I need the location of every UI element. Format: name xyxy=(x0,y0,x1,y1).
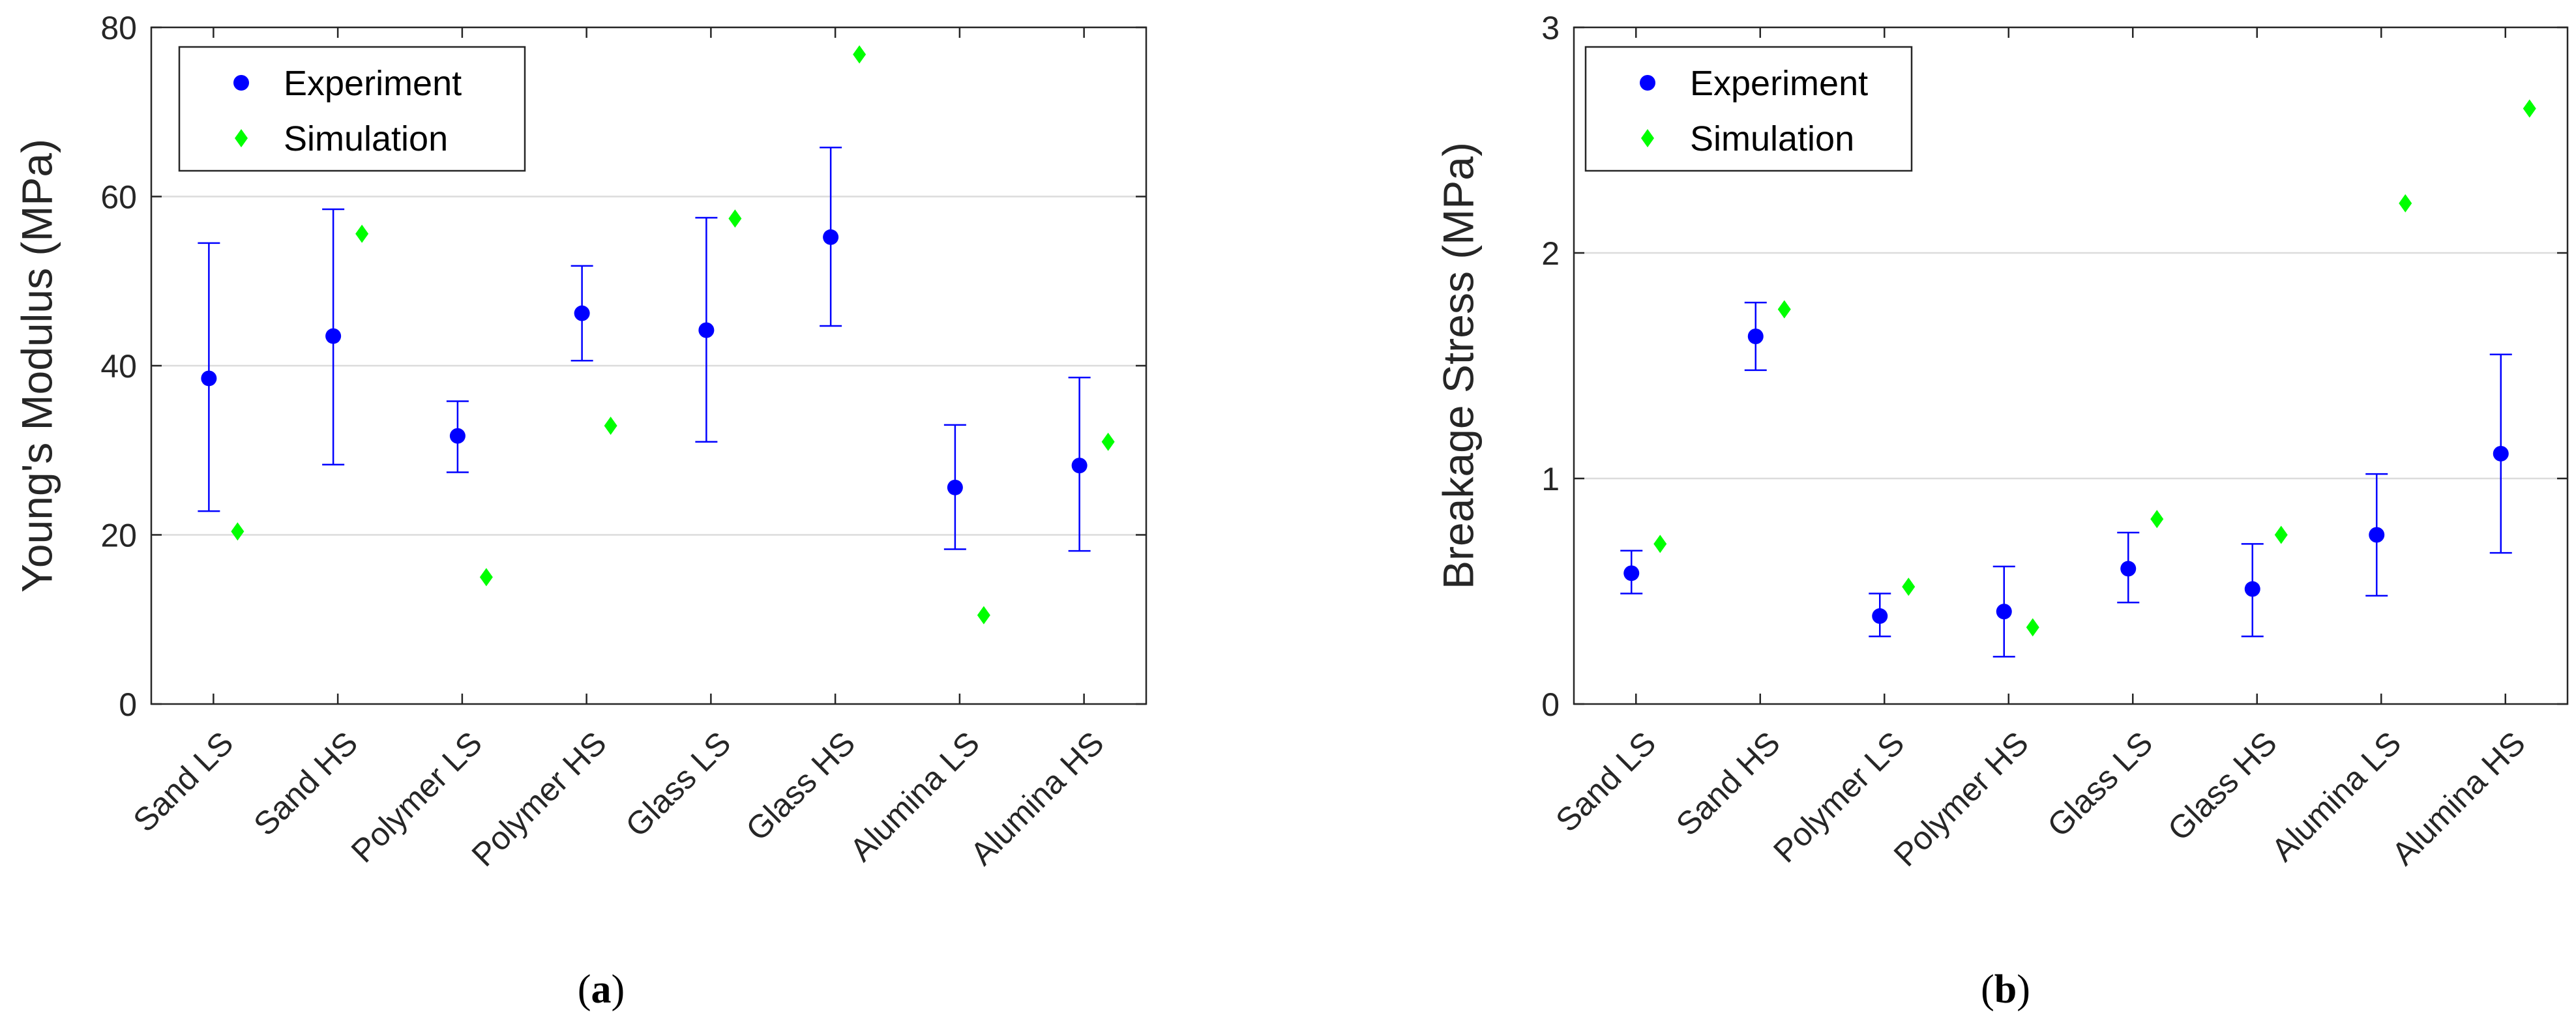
legend: Experiment Simulation xyxy=(178,46,526,172)
y-tick-label-0: 0 xyxy=(119,686,137,723)
simulation-point-glass-ls xyxy=(2150,510,2164,529)
simulation-point-sand-hs xyxy=(355,224,369,243)
simulation-point-polymer-hs xyxy=(2026,618,2039,637)
x-tick-label-glass-ls: Glass LS xyxy=(619,725,738,844)
x-tick-label-glass-ls: Glass LS xyxy=(2040,725,2159,844)
legend-experiment-label: Experiment xyxy=(1690,64,1868,103)
y-tick-label-3: 3 xyxy=(1541,10,1560,46)
y-tick-label-80: 80 xyxy=(100,10,137,46)
x-tick-label-polymer-hs: Polymer HS xyxy=(1887,725,2036,874)
x-tick-label-alumina-hs: Alumina HS xyxy=(2385,725,2532,872)
y-tick-label-40: 40 xyxy=(100,348,137,385)
simulation-point-polymer-ls xyxy=(1902,578,1916,596)
x-tick-label-sand-ls: Sand LS xyxy=(1548,725,1663,839)
experiment-point-sand-hs xyxy=(1747,329,1764,345)
x-tick-label-sand-hs: Sand HS xyxy=(246,725,364,843)
y-tick-label-2: 2 xyxy=(1541,235,1560,272)
simulation-point-polymer-hs xyxy=(604,417,617,435)
y-tick-label-60: 60 xyxy=(100,179,137,216)
experiment-point-sand-ls xyxy=(1623,565,1640,581)
legend-experiment-marker xyxy=(1640,75,1655,91)
x-tick-label-glass-hs: Glass HS xyxy=(739,725,862,848)
y-tick-label-1: 1 xyxy=(1541,461,1560,497)
simulation-point-alumina-ls xyxy=(977,606,990,624)
caption-letter: a xyxy=(591,967,612,1012)
legend: Experiment Simulation xyxy=(1584,46,1913,172)
y-tick-label-20: 20 xyxy=(100,518,137,554)
simulation-point-glass-ls xyxy=(728,209,742,228)
experiment-point-polymer-ls xyxy=(1872,608,1888,624)
panel-caption: (a) xyxy=(578,967,625,1012)
x-tick-label-alumina-hs: Alumina HS xyxy=(964,725,1111,872)
simulation-point-alumina-hs xyxy=(1101,432,1115,451)
x-tick-label-glass-hs: Glass HS xyxy=(2161,725,2284,848)
legend-simulation-label: Simulation xyxy=(1690,119,1854,158)
y-tick-label-0: 0 xyxy=(1541,686,1560,723)
simulation-point-alumina-hs xyxy=(2523,99,2536,118)
caption-letter: b xyxy=(1994,967,2017,1012)
simulation-point-glass-hs xyxy=(2274,525,2288,544)
simulation-point-sand-ls xyxy=(1653,535,1667,553)
simulation-point-sand-ls xyxy=(231,522,244,541)
x-tick-label-sand-hs: Sand HS xyxy=(1669,725,1787,843)
y-axis-title: Young's Modulus (MPa) xyxy=(12,139,61,593)
experiment-point-alumina-hs xyxy=(2493,445,2509,462)
experiment-point-alumina-ls xyxy=(947,479,963,495)
axes-box xyxy=(1573,26,2569,705)
experiment-point-glass-ls xyxy=(2120,561,2137,577)
experiment-point-glass-hs xyxy=(2244,581,2260,597)
y-axis-title: Breakage Stress (MPa) xyxy=(1434,142,1482,589)
simulation-point-polymer-ls xyxy=(479,568,493,587)
caption-open-paren: ( xyxy=(578,967,591,1012)
x-tick-label-polymer-hs: Polymer HS xyxy=(465,725,614,874)
legend-simulation-marker xyxy=(235,129,248,147)
simulation-point-glass-hs xyxy=(853,45,866,64)
legend-box xyxy=(178,46,526,172)
caption-close-paren: ) xyxy=(2017,967,2030,1012)
experiment-point-polymer-hs xyxy=(1996,604,2012,620)
experiment-point-polymer-hs xyxy=(574,305,590,321)
experiment-point-alumina-hs xyxy=(1071,458,1088,474)
simulation-point-alumina-ls xyxy=(2399,194,2412,213)
experiment-point-sand-ls xyxy=(201,370,217,387)
experiment-point-alumina-ls xyxy=(2369,527,2385,543)
caption-close-paren: ) xyxy=(612,967,625,1012)
legend-simulation-label: Simulation xyxy=(284,119,448,158)
legend-experiment-label: Experiment xyxy=(284,64,462,103)
legend-experiment-marker xyxy=(233,75,249,91)
experiment-point-glass-hs xyxy=(823,229,839,245)
x-tick-label-sand-ls: Sand LS xyxy=(126,725,240,839)
experiment-point-polymer-ls xyxy=(449,428,466,444)
simulation-point-sand-hs xyxy=(1777,300,1791,319)
legend-simulation-marker xyxy=(1641,129,1654,147)
panel-caption: (b) xyxy=(1981,967,2030,1012)
experiment-point-sand-hs xyxy=(325,328,342,344)
legend-box xyxy=(1584,46,1913,172)
experiment-point-glass-ls xyxy=(698,322,715,338)
caption-open-paren: ( xyxy=(1981,967,1994,1012)
